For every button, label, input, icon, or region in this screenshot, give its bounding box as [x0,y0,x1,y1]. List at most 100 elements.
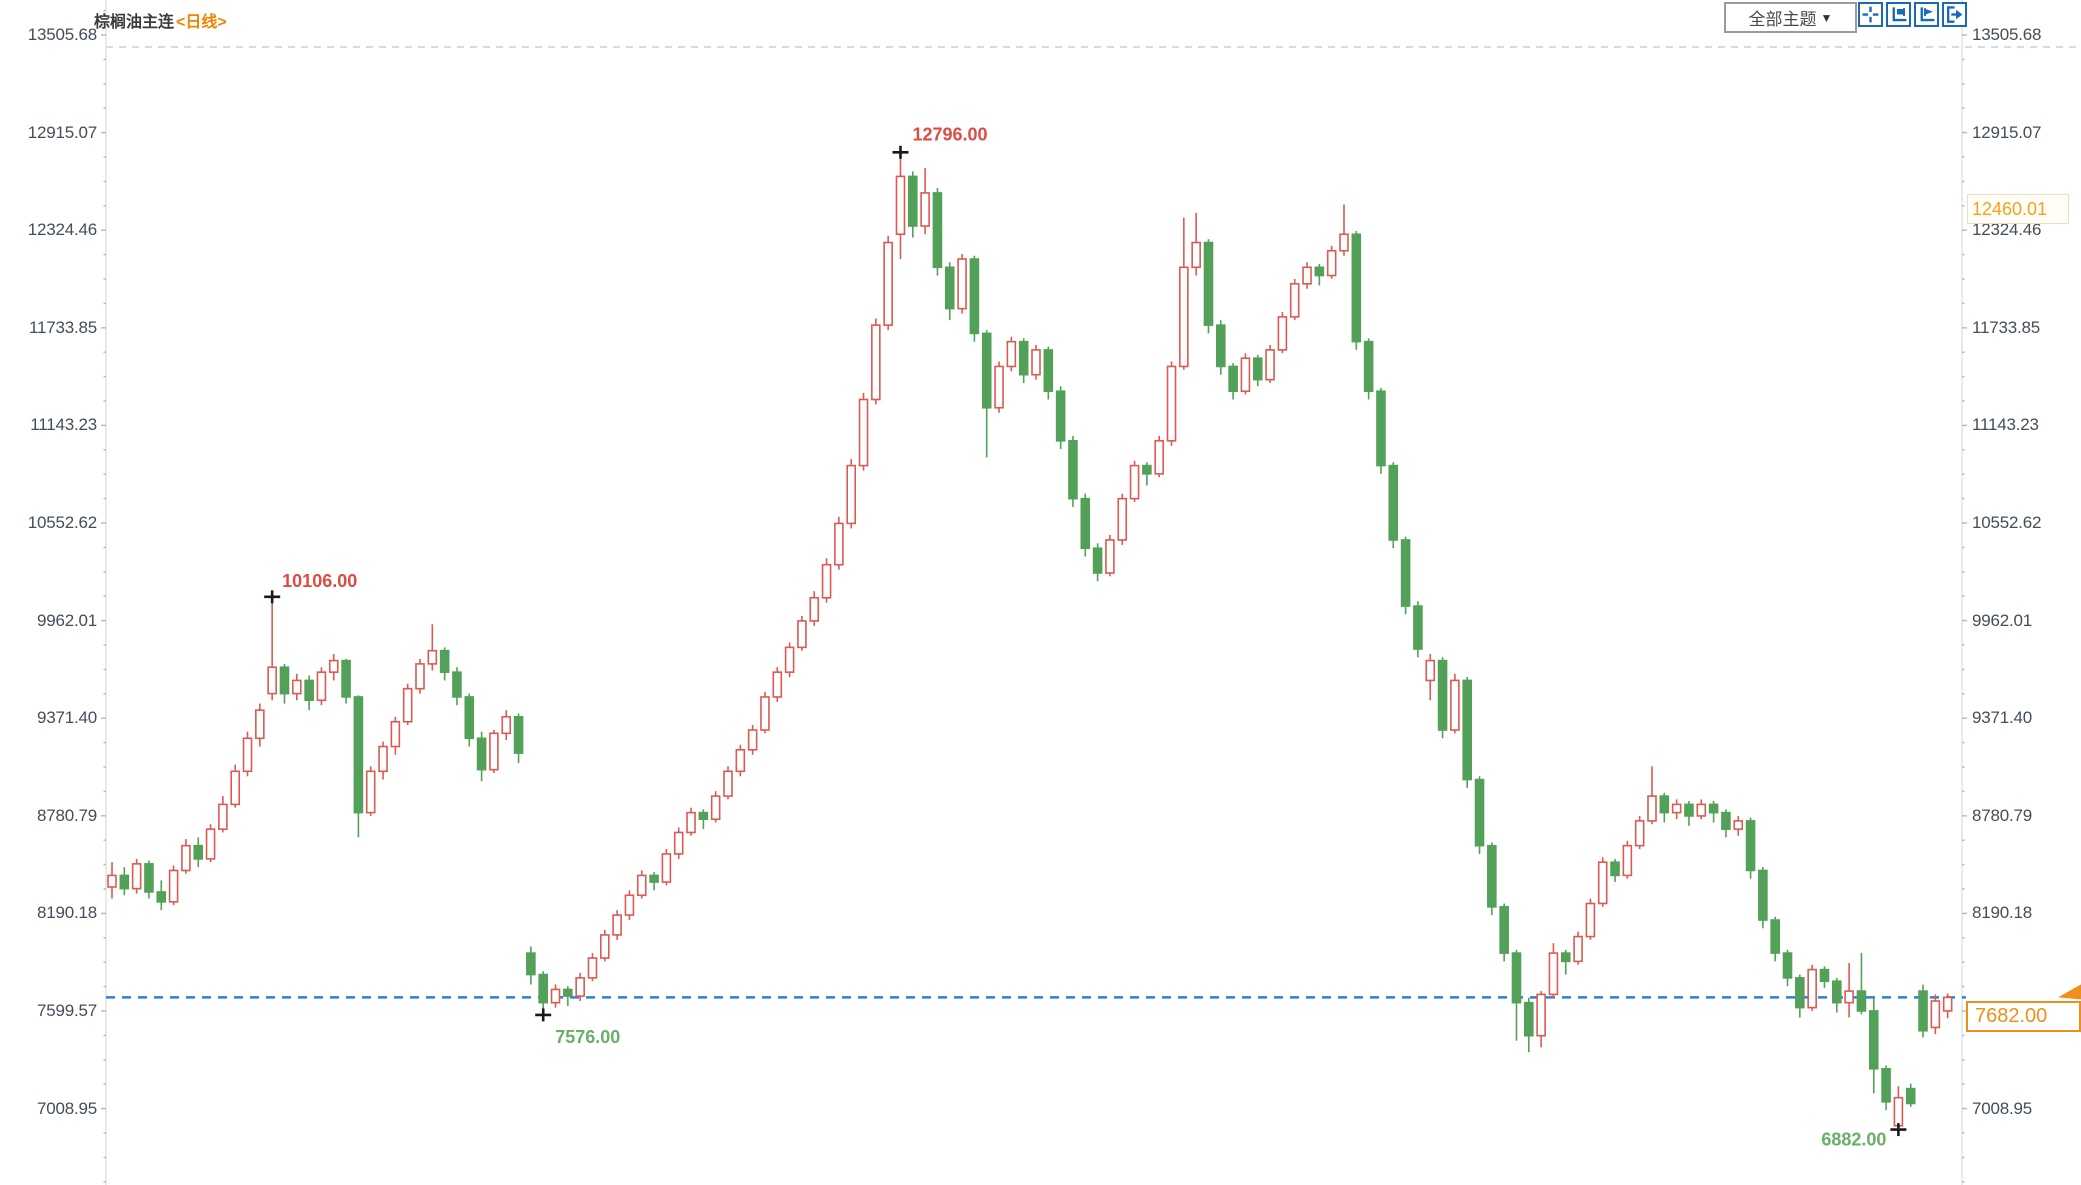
candlestick [1388,464,1399,541]
candlestick [624,894,635,916]
candlestick [821,563,832,599]
candlestick [1893,1096,1904,1127]
candlestick [846,464,857,525]
candlestick [1622,844,1633,877]
candlestick [1142,464,1152,475]
candlestick [1868,1010,1879,1070]
candlestick [575,977,585,997]
candlestick [1117,497,1128,541]
exit-right-icon [1946,6,1963,23]
candlestick [1942,996,1953,1012]
candlestick [907,175,918,227]
price-axis-label: 10552.62 [27,513,98,532]
candlestick [1425,659,1436,682]
candlestick [328,659,339,673]
candlestick [1314,266,1325,277]
candlestick [1597,861,1608,905]
candlestick [599,934,610,959]
candlestick [710,795,721,821]
exit-right-button[interactable] [1942,2,1967,27]
candlestick [797,620,807,649]
instrument-name: 棕榈油主连 [94,14,175,31]
price-axis-label: 9371.40 [1972,708,2033,728]
candlestick [1474,778,1485,847]
price-axis-label: 11733.85 [1972,317,2041,337]
candlestick [871,324,881,401]
candlestick [415,663,425,690]
candlestick [1413,605,1423,650]
price-axis-label: 8190.18 [1972,903,2033,923]
candlestick [1068,440,1078,500]
price-axis-label: 13505.68 [27,25,98,44]
candlestick [1782,952,1793,979]
candlestick [1043,349,1054,393]
price-axis-label: 8780.79 [1972,805,2033,825]
candlestick [1844,990,1854,1004]
candlestick [1240,357,1251,393]
candlestick [784,646,795,673]
candlestick [156,891,167,903]
period-tag: <日线> [176,14,227,31]
price-axis-label: 8780.79 [36,805,97,825]
price-axis-label: 11143.23 [30,415,97,435]
candlestick [538,973,549,1004]
candlestick [1006,340,1017,368]
candlestick [131,863,142,890]
candlestick [1228,365,1238,393]
right-axis-price-tag: 12460.01 [1967,193,2069,224]
candlestick [1696,803,1707,817]
candlestick [1326,249,1337,277]
candlestick [1918,990,1928,1032]
candlestick [957,258,967,310]
candlestick [1733,820,1744,830]
candlestick [1511,952,1522,1004]
price-axis-label: 12324.46 [1972,220,2042,240]
candlestick [1610,861,1620,877]
candlestick [476,737,487,771]
axis-scale-right-button[interactable] [1914,2,1939,27]
themes-dropdown[interactable]: 全部主题 ▼ [1724,2,1857,33]
candlestick [1351,233,1362,343]
candlestick [1154,440,1164,475]
candlestick [772,671,783,698]
candlestick [1832,980,1842,1004]
candlestick [735,749,746,773]
candlestick [1450,679,1460,731]
candlestick [1105,539,1115,574]
candlestick [402,687,413,723]
candlestick [723,770,733,797]
candlestick [378,745,388,773]
candlestick [1031,349,1041,376]
candlestick [353,696,364,814]
candlestick [1795,977,1805,1009]
candlestick [279,666,290,695]
candlestick [255,709,265,740]
candlestick [944,266,955,310]
candlestick [969,258,980,335]
candlestick [1179,266,1189,368]
candlestick [107,874,117,888]
candlestick [550,988,561,1004]
candlestick [1055,390,1066,442]
candlestick [489,732,499,771]
price-axis-label: 11733.85 [28,317,97,337]
price-axis-label: 11143.23 [1972,415,2039,435]
candlestick [267,666,277,695]
axis-scale-left-button[interactable] [1886,2,1911,27]
crosshair-move-button[interactable] [1858,2,1883,27]
candlestick [526,952,536,976]
candlestick [981,332,992,409]
candlestick [760,696,770,731]
candlestick [563,988,573,997]
candlestick [1708,803,1719,814]
price-axis-label: 10552.62 [1972,513,2042,532]
candlestick [1203,241,1214,326]
price-flag-partial [2058,984,2081,1000]
candlestick [1659,795,1670,814]
candlestick [1302,266,1312,285]
price-axis-label: 7008.95 [36,1098,97,1118]
candlestick [1671,803,1682,814]
candlestick [439,649,450,673]
candlestick [1129,464,1140,500]
